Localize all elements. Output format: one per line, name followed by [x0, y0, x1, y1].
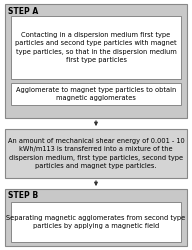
- FancyBboxPatch shape: [11, 83, 181, 105]
- Text: STEP B: STEP B: [8, 192, 38, 200]
- Text: Contacting in a dispersion medium first type
particles and second type particles: Contacting in a dispersion medium first …: [15, 32, 177, 63]
- Text: Agglomerate to magnet type particles to obtain
magnetic agglomerates: Agglomerate to magnet type particles to …: [16, 87, 176, 101]
- FancyBboxPatch shape: [11, 16, 181, 79]
- Text: Separating magnetic agglomerates from second type
particles by applying a magnet: Separating magnetic agglomerates from se…: [6, 215, 186, 229]
- FancyBboxPatch shape: [5, 189, 187, 246]
- FancyBboxPatch shape: [5, 129, 187, 178]
- Text: An amount of mechanical shear energy of 0.001 - 10
kWh/m113 is transferred into : An amount of mechanical shear energy of …: [8, 138, 184, 169]
- FancyBboxPatch shape: [5, 4, 187, 118]
- FancyBboxPatch shape: [11, 202, 181, 242]
- Text: STEP A: STEP A: [8, 6, 38, 16]
